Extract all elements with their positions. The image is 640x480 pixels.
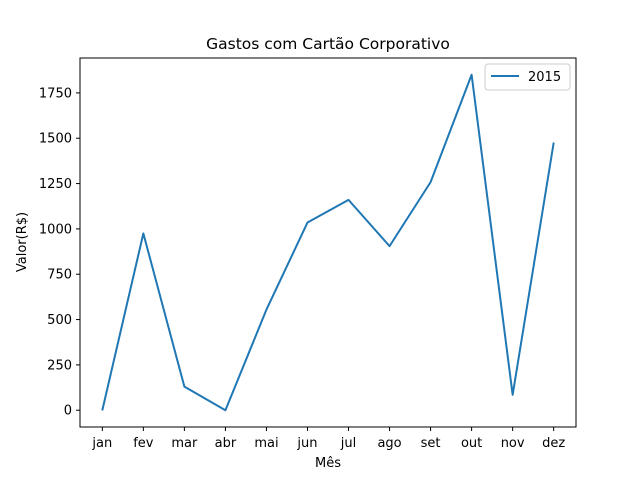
- x-axis: jan fev mar abr mai jun jul ago set out nov dez: [91, 427, 565, 451]
- x-tick-label-abr: abr: [215, 436, 237, 451]
- x-tick-label-jul: jul: [340, 436, 356, 451]
- y-tick-label: 500: [47, 313, 72, 328]
- y-axis: 0 250 500 750 1000 1250 1500 1750: [39, 86, 80, 419]
- x-tick-label-nov: nov: [501, 436, 525, 451]
- y-axis-label: Valor(R$): [15, 212, 30, 272]
- legend-box: [484, 63, 571, 91]
- y-tick-label: 1250: [39, 177, 72, 192]
- plot-area-frame: [79, 57, 577, 428]
- y-tick-label: 1000: [39, 222, 72, 237]
- data-point-jun: [306, 222, 308, 224]
- data-point-dez: [553, 142, 555, 144]
- x-tick-label-mar: mar: [171, 436, 198, 451]
- y-tick-label: 1750: [39, 86, 72, 101]
- series-layer: [101, 73, 555, 412]
- chart-title: Gastos com Cartão Corporativo: [206, 35, 450, 53]
- data-point-set: [430, 181, 432, 183]
- y-tick-label: 250: [47, 358, 72, 373]
- legend-label: 2015: [528, 70, 561, 85]
- data-point-nov: [512, 394, 514, 396]
- legend: 2015: [484, 63, 571, 91]
- data-point-abr: [224, 409, 226, 411]
- x-axis-label: Mês: [315, 456, 341, 471]
- data-point-out: [471, 74, 473, 76]
- data-point-jan: [101, 409, 103, 411]
- x-tick-label-dez: dez: [542, 436, 565, 451]
- x-tick-label-ago: ago: [377, 436, 401, 451]
- y-tick-label: 0: [64, 404, 72, 419]
- data-point-mar: [183, 386, 185, 388]
- data-point-fev: [142, 232, 144, 234]
- series-line-2015: [101, 73, 555, 412]
- y-tick-label: 750: [47, 268, 72, 283]
- data-point-jul: [348, 199, 350, 201]
- y-tick-label: 1500: [39, 132, 72, 147]
- data-point-ago: [389, 245, 391, 247]
- x-tick-label-set: set: [421, 436, 441, 451]
- x-tick-label-mai: mai: [254, 436, 278, 451]
- x-tick-label-fev: fev: [133, 436, 154, 451]
- x-tick-label-out: out: [461, 436, 482, 451]
- x-tick-label-jan: jan: [91, 436, 112, 451]
- data-point-mai: [265, 309, 267, 311]
- x-tick-label-jun: jun: [296, 436, 317, 451]
